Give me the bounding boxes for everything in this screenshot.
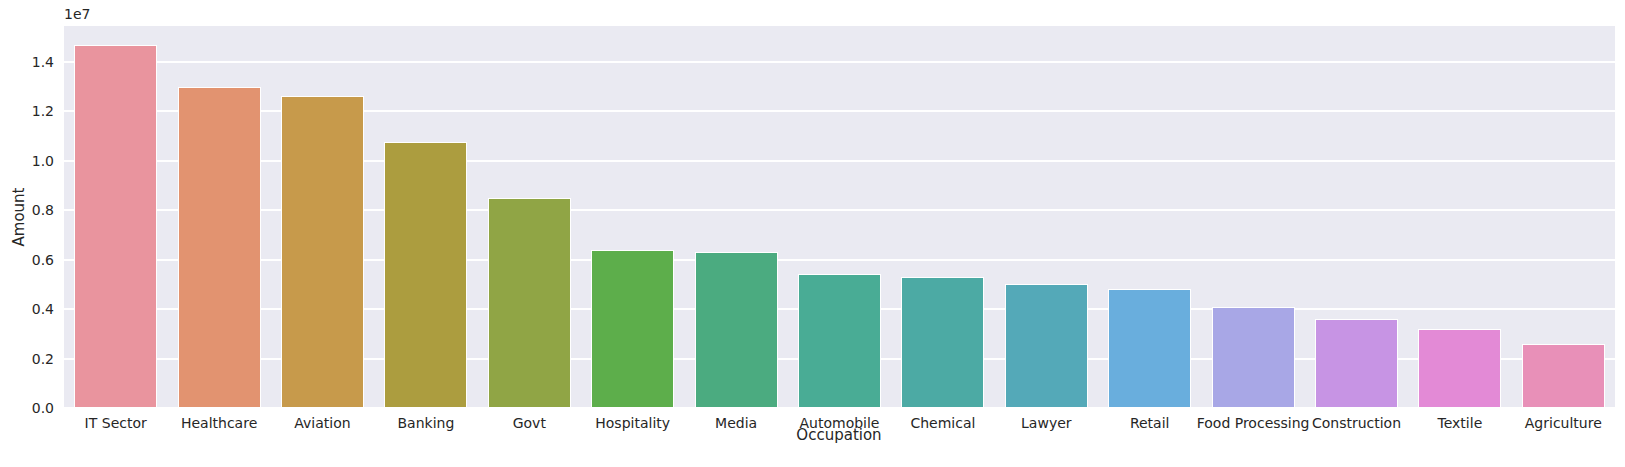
y-axis-offset-label: 1e7: [64, 6, 90, 22]
bar-healthcare: [178, 87, 261, 408]
plot-area: [64, 26, 1615, 408]
y-tick-label: 1.4: [0, 53, 54, 71]
bar-textile: [1418, 329, 1501, 408]
gridline: [64, 61, 1615, 63]
y-tick-label: 0.6: [0, 251, 54, 269]
bar-media: [695, 252, 778, 408]
bar-chart-figure: 1e7 Amount 0.00.20.40.60.81.01.21.4 IT S…: [0, 0, 1625, 467]
y-tick-label: 0.8: [0, 201, 54, 219]
bar-food-processing: [1212, 307, 1295, 408]
bar-hospitality: [591, 250, 674, 408]
bar-retail: [1108, 289, 1191, 408]
x-tick-label: Agriculture: [1483, 414, 1625, 432]
y-tick-label: 0.2: [0, 350, 54, 368]
bar-agriculture: [1522, 344, 1605, 408]
bar-aviation: [281, 96, 364, 408]
bar-lawyer: [1005, 284, 1088, 408]
bar-automobile: [798, 274, 881, 408]
x-axis-title: Occupation: [764, 426, 914, 444]
bar-chemical: [901, 277, 984, 408]
y-tick-label: 0.4: [0, 300, 54, 318]
bar-it-sector: [74, 45, 157, 408]
y-tick-label: 1.0: [0, 152, 54, 170]
bar-govt: [488, 198, 571, 408]
bar-banking: [384, 142, 467, 408]
y-tick-label: 1.2: [0, 102, 54, 120]
bar-construction: [1315, 319, 1398, 408]
